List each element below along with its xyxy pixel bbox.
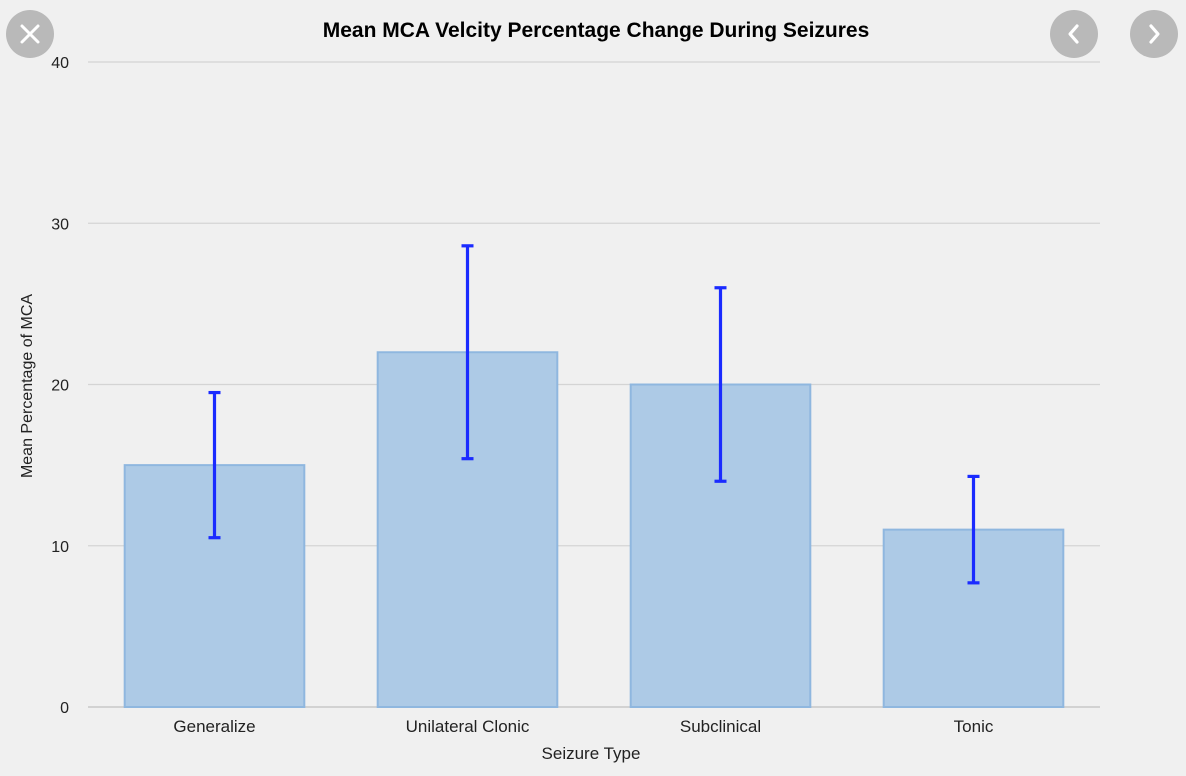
x-axis-label: Seizure Type — [542, 744, 641, 763]
y-tick-label: 40 — [51, 55, 69, 72]
y-tick-label: 10 — [51, 539, 69, 556]
chart-title: Mean MCA Velcity Percentage Change Durin… — [323, 19, 870, 42]
x-tick-label: Subclinical — [680, 717, 761, 736]
y-tick-label: 0 — [60, 700, 69, 717]
bar — [123, 464, 306, 708]
error-bar — [461, 244, 474, 461]
y-axis-label: Mean Percentage of MCA — [19, 294, 36, 478]
x-tick-label: Tonic — [954, 717, 994, 736]
tick-label-layer: 0 10 20 30 40 Generalize Unilateral Clonic Subc… — [51, 55, 994, 736]
y-tick-label: 20 — [51, 378, 69, 395]
bar-layer — [123, 351, 1065, 708]
x-tick-label: Unilateral Clonic — [406, 717, 530, 736]
close-icon — [18, 22, 42, 46]
previous-button[interactable] — [1050, 10, 1098, 58]
chevron-right-icon — [1142, 22, 1166, 46]
error-bar — [967, 474, 980, 585]
error-bar — [208, 390, 221, 540]
error-bar — [714, 286, 727, 483]
y-tick-label: 30 — [51, 216, 69, 233]
error-bar-layer — [208, 244, 980, 585]
next-button[interactable] — [1130, 10, 1178, 58]
chevron-left-icon — [1062, 22, 1086, 46]
x-tick-label: Generalize — [173, 717, 255, 736]
close-button[interactable] — [6, 10, 54, 58]
